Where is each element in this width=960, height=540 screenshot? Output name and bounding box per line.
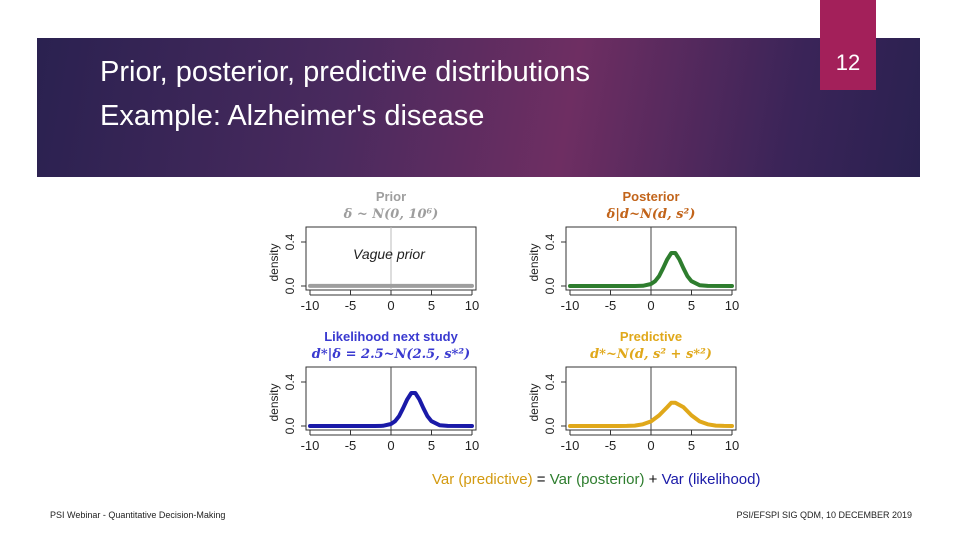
y-tick-label-3-0: 0.0 (543, 417, 557, 434)
chart-title-3: Predictive (620, 329, 682, 344)
slide-title: Prior, posterior, predictive distributio… (100, 56, 590, 88)
formula-plus: + (644, 471, 662, 488)
x-tick-label-0-2: 0 (387, 298, 394, 313)
x-tick-label-1-1: -5 (605, 298, 617, 313)
x-tick-label-3-4: 10 (725, 438, 739, 453)
y-tick-label-2-1: 0.4 (283, 373, 297, 390)
formula-likelihood: Var (likelihood) (661, 471, 761, 488)
slide-subtitle: Example: Alzheimer's disease (100, 100, 485, 132)
x-tick-label-1-2: 0 (647, 298, 654, 313)
x-tick-label-2-0: -10 (301, 438, 320, 453)
x-tick-label-1-3: 5 (688, 298, 695, 313)
x-tick-label-0-3: 5 (428, 298, 435, 313)
chart-title-1: Posterior (622, 189, 679, 204)
y-axis-label-1: density (527, 243, 541, 281)
footer-left: PSI Webinar - Quantitative Decision-Maki… (50, 510, 226, 520)
x-tick-label-2-2: 0 (387, 438, 394, 453)
chart-subtitle-0: δ ~ N(0, 10⁶) (343, 207, 439, 222)
x-tick-label-3-0: -10 (561, 438, 580, 453)
chart-title-2: Likelihood next study (324, 329, 458, 344)
formula-posterior: Var (posterior) (549, 471, 645, 488)
x-tick-label-1-0: -10 (561, 298, 580, 313)
chart-title-0: Prior (376, 189, 406, 204)
chart-annotation-0: Vague prior (353, 246, 426, 262)
y-tick-label-0-1: 0.4 (283, 233, 297, 250)
x-tick-label-0-1: -5 (345, 298, 357, 313)
x-tick-label-0-0: -10 (301, 298, 320, 313)
footer-right: PSI/EFSPI SIG QDM, 10 DECEMBER 2019 (736, 510, 912, 520)
x-tick-label-3-2: 0 (647, 438, 654, 453)
page-number: 12 (835, 50, 861, 75)
formula-predictive: Var (predictive) (432, 471, 533, 488)
formula-equals: = (532, 471, 550, 488)
title-banner (37, 38, 920, 177)
x-tick-label-1-4: 10 (725, 298, 739, 313)
chart-subtitle-1: δ|d~N(d, s²) (606, 207, 696, 222)
x-tick-label-2-3: 5 (428, 438, 435, 453)
x-tick-label-2-1: -5 (345, 438, 357, 453)
y-axis-label-3: density (527, 383, 541, 421)
chart-subtitle-2: d*|δ = 2.5~N(2.5, s*²) (312, 347, 470, 362)
page-number-box (820, 0, 876, 90)
y-tick-label-2-0: 0.0 (283, 417, 297, 434)
chart-subtitle-3: d*~N(d, s² + s*²) (590, 347, 712, 362)
y-axis-label-0: density (267, 243, 281, 281)
variance-formula: Var (predictive) = Var (posterior) + Var… (432, 471, 761, 488)
y-tick-label-3-1: 0.4 (543, 373, 557, 390)
y-tick-label-1-1: 0.4 (543, 233, 557, 250)
x-tick-label-2-4: 10 (465, 438, 479, 453)
y-tick-label-0-0: 0.0 (283, 277, 297, 294)
y-axis-label-2: density (267, 383, 281, 421)
density-curve-1-0 (568, 251, 734, 288)
density-curve-3-0 (568, 400, 734, 428)
density-curve-2-0 (308, 391, 474, 428)
y-tick-label-1-0: 0.0 (543, 277, 557, 294)
x-tick-label-3-3: 5 (688, 438, 695, 453)
x-tick-label-0-4: 10 (465, 298, 479, 313)
x-tick-label-3-1: -5 (605, 438, 617, 453)
